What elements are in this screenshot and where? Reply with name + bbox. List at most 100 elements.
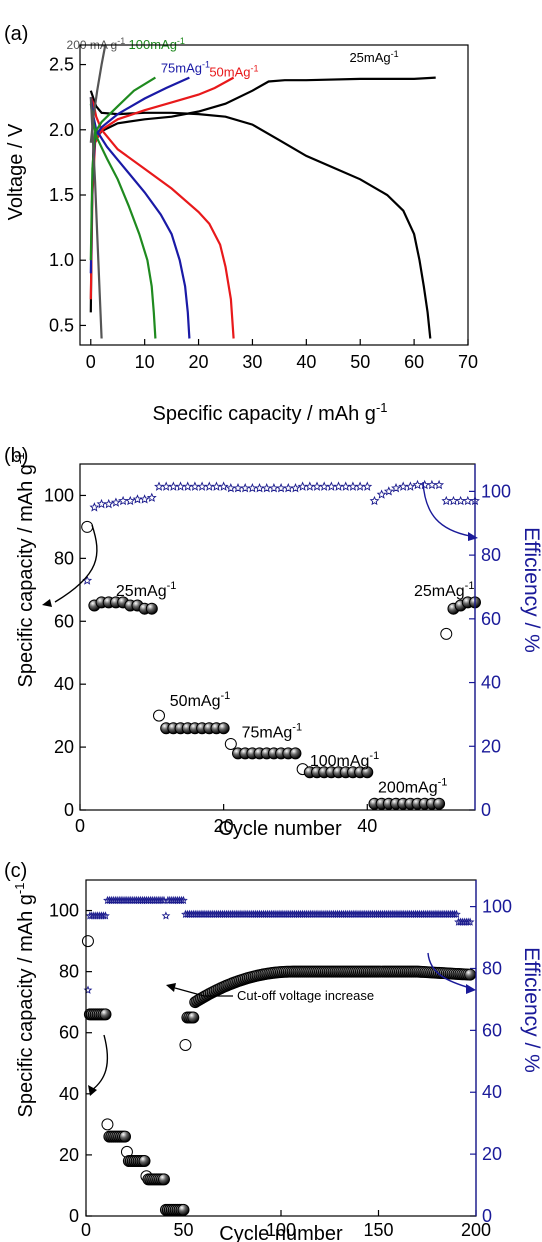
capacity-point	[119, 1130, 131, 1143]
rate-label: 200mAg-1	[378, 777, 447, 797]
efficiency-point	[290, 482, 301, 493]
y-tick-label: 20	[54, 737, 74, 757]
panel-a: (a) Voltage / V Specific capacity / mAh …	[4, 23, 478, 425]
charge-curve	[89, 44, 107, 143]
y-tick-label: 100	[49, 901, 79, 921]
panel-a-xlabel: Specific capacity / mAh g-1	[153, 400, 388, 425]
panel-a-frame	[79, 44, 469, 346]
efficiency-point	[139, 494, 150, 504]
efficiency-point	[362, 481, 373, 491]
rate-label: 100mAg-1	[310, 750, 379, 770]
y-tick-label: 100	[44, 485, 74, 505]
panel-a-ylabel: Voltage / V	[5, 123, 27, 220]
panel-a-label: (a)	[4, 23, 28, 45]
efficiency-point	[240, 482, 251, 493]
y-tick-label: 60	[54, 611, 74, 631]
y-tick-label: 2.5	[49, 55, 74, 75]
efficiency-point	[304, 481, 315, 491]
efficiency-point	[326, 481, 337, 491]
y-tick-label: 80	[59, 962, 79, 982]
panel-b-ylabel-right: Efficiency / %	[520, 527, 542, 653]
panel-b-xlabel: Cycle number	[218, 818, 342, 840]
panel-c-arrow	[174, 987, 233, 997]
x-tick-label: 150	[363, 1220, 393, 1240]
x-tick-label: 70	[458, 352, 478, 372]
y-right-tick-label: 100	[482, 897, 512, 917]
series-label: 100mAg-1	[129, 36, 185, 52]
capacity-point	[464, 968, 477, 981]
efficiency-point	[175, 481, 186, 491]
y-tick-label: 1.0	[49, 250, 74, 270]
efficiency-point	[412, 479, 423, 490]
x-tick-label: 10	[135, 352, 155, 372]
y-right-tick-label: 60	[481, 609, 501, 629]
efficiency-point	[319, 481, 330, 491]
y-right-tick-label: 40	[481, 673, 501, 693]
capacity-point-first	[224, 737, 237, 750]
rate-label: 25mAg-1	[116, 580, 176, 600]
efficiency-point	[419, 479, 430, 490]
capacity-point	[99, 1008, 112, 1021]
y-tick-label: 0.5	[49, 315, 74, 335]
efficiency-point	[434, 479, 445, 490]
efficiency-point	[398, 481, 409, 491]
efficiency-point	[161, 911, 171, 920]
y-tick-label: 80	[54, 548, 74, 568]
efficiency-point	[391, 483, 401, 493]
capacity-point	[433, 797, 446, 810]
capacity-point-first	[153, 709, 165, 722]
efficiency-point	[455, 495, 466, 506]
panel-b: (b) Specific capacity / mAh g-1 Efficien…	[4, 445, 542, 840]
efficiency-point	[261, 482, 272, 493]
efficiency-point	[103, 498, 114, 509]
y-tick-label: 1.5	[49, 185, 74, 205]
panel-b-arrowhead-right	[468, 532, 478, 541]
efficiency-point	[297, 481, 308, 491]
efficiency-point	[283, 482, 294, 493]
efficiency-point	[146, 492, 157, 502]
x-tick-label: 50	[350, 352, 370, 372]
x-tick-label: 0	[75, 816, 85, 836]
capacity-point	[187, 1011, 200, 1024]
efficiency-point	[204, 481, 215, 491]
panel-b-arrow-right	[422, 481, 471, 537]
y-right-tick-label: 20	[482, 1144, 502, 1164]
capacity-point	[361, 766, 374, 779]
x-tick-label: 0	[86, 352, 96, 372]
panel-b-arrowhead-left	[42, 599, 52, 607]
discharge-curve	[89, 96, 235, 339]
efficiency-point	[441, 495, 452, 506]
panel-c-arrow-left	[91, 1034, 109, 1091]
efficiency-point	[276, 482, 287, 493]
efficiency-point	[312, 481, 322, 491]
efficiency-point	[211, 481, 222, 491]
efficiency-point	[197, 481, 208, 491]
x-tick-label: 60	[404, 352, 424, 372]
y-right-tick-label: 100	[481, 481, 511, 501]
capacity-point-first	[81, 935, 94, 948]
x-tick-label: 40	[357, 816, 377, 836]
efficiency-point	[426, 479, 437, 490]
y-right-tick-label: 60	[482, 1020, 502, 1040]
x-tick-label: 50	[173, 1220, 193, 1240]
panel-b-label: (b)	[4, 445, 28, 467]
capacity-point-first	[179, 1038, 192, 1051]
efficiency-point	[189, 481, 200, 491]
capacity-point	[289, 747, 302, 760]
panel-c-ylabel-right: Efficiency / %	[520, 947, 542, 1073]
y-tick-label: 2.0	[49, 120, 74, 140]
efficiency-point	[161, 481, 172, 491]
y-tick-label: 20	[59, 1145, 79, 1165]
efficiency-point	[82, 575, 93, 585]
efficiency-point	[125, 495, 136, 506]
efficiency-point	[405, 481, 416, 491]
capacity-point-first	[101, 1118, 114, 1131]
efficiency-point	[383, 486, 394, 496]
x-tick-label: 0	[81, 1220, 91, 1240]
rate-label: 50mAg-1	[170, 690, 230, 710]
rate-label: 25mAg-1	[414, 580, 474, 600]
panel-c-arrowhead-right	[466, 984, 476, 994]
efficiency-point	[218, 481, 229, 491]
efficiency-point	[168, 481, 179, 491]
